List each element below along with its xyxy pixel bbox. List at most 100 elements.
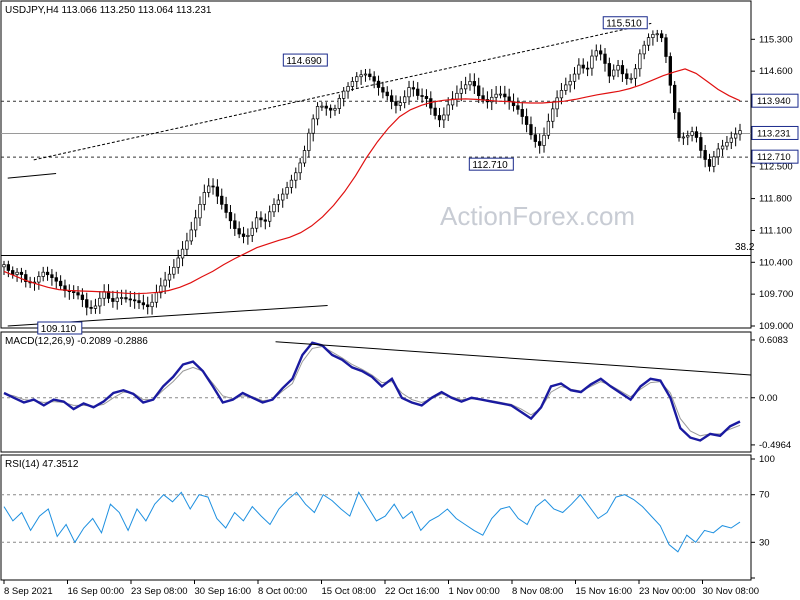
- candle-body: [11, 270, 15, 275]
- candle-body: [707, 159, 712, 167]
- candle-body: [15, 271, 19, 275]
- level-tag: [751, 125, 799, 140]
- candle-body: [137, 300, 141, 304]
- candle-body: [372, 76, 376, 82]
- candle-body: [180, 248, 185, 259]
- price-label: 112.710: [472, 160, 508, 171]
- price-label: 114.690: [286, 56, 322, 67]
- candle-body: [302, 150, 307, 164]
- x-tick-label: 16 Sep 00:00: [68, 586, 125, 597]
- candle-body: [420, 95, 424, 97]
- price-ytick-label: 112.500: [759, 162, 793, 173]
- candle-body: [677, 112, 681, 139]
- candle-body: [533, 134, 537, 142]
- candle-body: [193, 217, 198, 231]
- price-label-box: [468, 157, 514, 171]
- candle-body: [224, 204, 228, 213]
- candle-body: [716, 148, 720, 158]
- candle-body: [307, 132, 311, 151]
- macd-ytick-label: -0.4964: [759, 440, 791, 451]
- candle-body: [564, 84, 568, 91]
- candle-body: [546, 120, 551, 136]
- candle-body: [85, 299, 89, 308]
- rsi-ytick-label: 100: [759, 454, 775, 465]
- candle-body: [603, 53, 607, 64]
- candle-body: [651, 34, 655, 38]
- candle-body: [167, 273, 172, 281]
- candle-body: [320, 105, 324, 108]
- candle-body: [207, 185, 211, 193]
- candle-body: [342, 90, 346, 99]
- candle-body: [524, 116, 529, 125]
- price-label-box: [602, 16, 648, 30]
- candle-body: [694, 131, 699, 138]
- candle-body: [176, 257, 180, 268]
- candle-body: [159, 285, 163, 294]
- level-tag: [751, 93, 799, 108]
- candle-body: [220, 195, 224, 205]
- candle-body: [141, 302, 146, 306]
- candle-body: [416, 88, 420, 96]
- candle-body: [263, 219, 267, 222]
- price-header: USDJPY,H4 113.066 113.250 113.064 113.23…: [5, 5, 212, 16]
- candle-body: [507, 96, 511, 102]
- candle-body: [376, 80, 381, 88]
- price-ytick-label: 114.600: [759, 66, 793, 77]
- candle-body: [664, 37, 668, 57]
- candle-body: [163, 279, 167, 287]
- candle-body: [555, 97, 559, 110]
- candle-body: [616, 65, 620, 71]
- x-tick-label: 1 Nov 00:00: [449, 586, 500, 597]
- candle-body: [720, 145, 725, 150]
- candle-body: [463, 84, 468, 90]
- candle-body: [98, 297, 102, 307]
- candle-body: [54, 277, 58, 282]
- rsi-line: [3, 491, 741, 553]
- candle-body: [333, 108, 337, 111]
- x-tick-label: 22 Oct 16:00: [385, 586, 439, 597]
- candle-body: [19, 271, 24, 275]
- candle-body: [646, 37, 651, 46]
- candle-body: [185, 240, 189, 250]
- candle-body: [272, 204, 276, 213]
- candle-body: [311, 118, 315, 134]
- candle-body: [398, 102, 402, 106]
- candle-body: [411, 87, 416, 90]
- candle-body: [89, 306, 93, 309]
- candle-body: [729, 137, 733, 143]
- candle-body: [659, 33, 664, 39]
- candle-body: [72, 291, 76, 294]
- candle-body: [37, 276, 41, 283]
- macd-ytick-label: 0.6083: [759, 335, 788, 346]
- candle-body: [259, 217, 263, 221]
- candle-body: [246, 235, 250, 237]
- candle-body: [133, 299, 137, 302]
- price-ytick-label: 109.700: [759, 289, 793, 300]
- candle-body: [233, 220, 237, 229]
- candle-body: [459, 88, 463, 94]
- candle-body: [442, 114, 446, 121]
- x-tick-label: 23 Nov 00:00: [639, 586, 696, 597]
- candle-body: [733, 133, 738, 139]
- candle-body: [516, 105, 520, 110]
- candle-body: [638, 53, 642, 70]
- candle-body: [381, 87, 385, 93]
- candle-body: [607, 63, 611, 77]
- candle-body: [124, 297, 128, 300]
- candle-body: [577, 64, 581, 75]
- rsi-header: RSI(14) 47.3512: [5, 459, 79, 470]
- price-ytick-label: 111.800: [759, 194, 792, 205]
- rsi-panel: [0, 454, 752, 581]
- candle-body: [368, 73, 372, 77]
- candle-body: [542, 134, 546, 146]
- candle-body: [228, 212, 233, 222]
- candle-body: [294, 172, 298, 181]
- x-tick-label: 15 Oct 08:00: [322, 586, 376, 597]
- candle-body: [642, 44, 646, 55]
- candle-body: [450, 98, 455, 106]
- candle-body: [350, 81, 355, 87]
- candle-body: [673, 84, 677, 113]
- candle-body: [254, 217, 259, 229]
- watermark: ActionForex.com: [440, 201, 635, 231]
- macd-trendline: [275, 341, 752, 376]
